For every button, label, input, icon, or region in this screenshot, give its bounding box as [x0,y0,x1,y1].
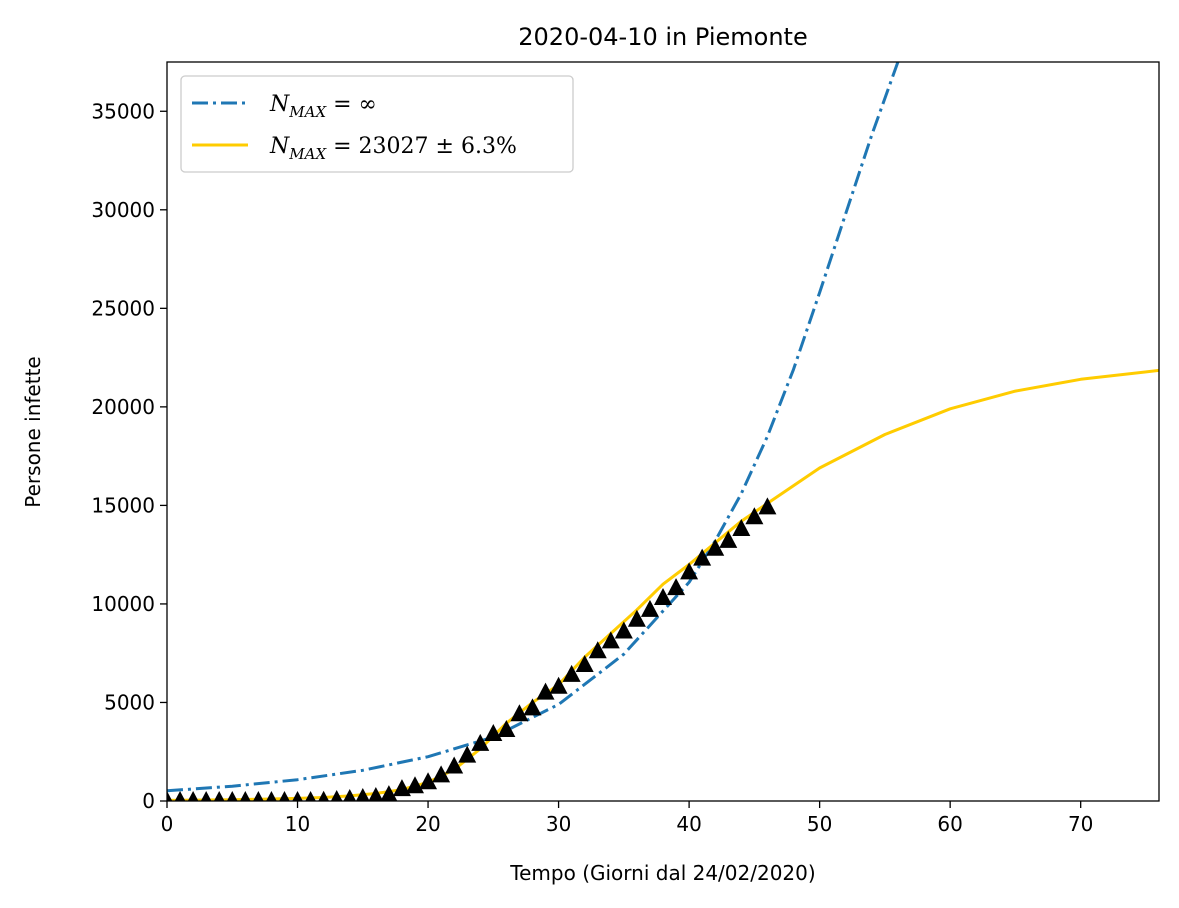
x-tick-label: 40 [676,812,701,836]
x-tick-label: 70 [1068,812,1093,836]
x-tick-label: 0 [161,812,174,836]
data-point-observed [536,682,555,700]
data-point-observed [380,785,398,801]
data-point-observed [432,765,451,783]
legend-subscript: MAX [288,145,327,163]
data-point-observed [497,720,516,738]
plot-frame [166,61,1160,802]
legend-value: = ∞ [326,92,377,117]
data-point-observed [745,507,764,525]
legend: NMAX = ∞NMAX = 23027 ± 6.3% [180,75,574,173]
y-axis-label: Persone infette [21,356,45,507]
data-point-observed [484,723,503,741]
series-line-exponential [167,62,900,793]
data-point-observed [706,538,725,556]
legend-label-exponential: NMAX = ∞ [269,92,377,121]
legend-value: = 23027 ± 6.3% [326,134,517,159]
legend-subscript: MAX [288,103,327,121]
data-point-observed [523,698,542,716]
y-tick-label: 25000 [91,296,155,320]
data-point-observed [680,562,699,580]
x-axis-label: Tempo (Giorni dal 24/02/2020) [509,861,815,885]
y-tick-label: 0 [142,789,155,813]
x-axis: 0 10 20 30 40 50 60 70 [161,801,1093,836]
data-point-observed [419,772,438,790]
data-point-observed [343,789,357,801]
y-axis: 0 5000 10000 15000 20000 25000 30000 35000 [91,99,167,813]
y-tick-label: 10000 [91,592,155,616]
y-tick-label: 30000 [91,198,155,222]
data-point-observed [588,641,607,659]
data-point-observed [627,609,646,627]
data-point-observed [719,530,738,548]
y-tick-label: 35000 [91,99,155,123]
data-point-observed [253,791,264,801]
x-tick-label: 60 [937,812,962,836]
data-point-observed [732,519,751,537]
data-point-observed [445,756,464,774]
x-tick-label: 30 [546,812,571,836]
chart-title: 2020-04-10 in Piemonte [518,23,807,51]
data-point-observed [640,599,659,617]
series-layer [167,62,1159,801]
data-point-observed [392,779,411,797]
data-point-observed [187,791,199,801]
data-point-observed [266,791,277,801]
y-tick-label: 15000 [91,493,155,517]
y-tick-label: 20000 [91,395,155,419]
legend-box [180,75,574,173]
data-point-observed [601,631,620,649]
data-point-observed [292,791,303,801]
x-tick-label: 10 [285,812,310,836]
y-tick-label: 5000 [104,690,155,714]
data-point-observed [305,791,316,801]
data-point-observed [614,621,633,639]
data-point-observed [549,676,568,694]
data-point-observed [226,791,238,801]
data-point-observed [562,664,581,682]
data-point-observed [279,791,290,801]
data-point-observed [213,791,225,801]
legend-symbol: N [269,92,290,117]
legend-label-logistic: NMAX = 23027 ± 6.3% [269,134,517,163]
data-point-observed [667,578,686,596]
data-point-observed [758,497,777,515]
legend-symbol: N [269,134,290,159]
data-point-observed [654,588,672,606]
data-point-observed [318,790,330,801]
data-point-observed [575,655,594,673]
series-line-logistic [167,368,1159,801]
data-point-observed [167,791,173,801]
data-point-observed [368,787,384,801]
data-point-observed [240,791,251,801]
x-tick-label: 20 [415,812,440,836]
data-point-observed [200,791,212,801]
data-point-observed [471,733,490,751]
data-point-observed [458,745,477,763]
data-point-observed [355,788,370,801]
data-point-observed [510,704,529,722]
data-point-observed [330,790,343,801]
x-tick-label: 50 [807,812,832,836]
data-point-observed [693,548,712,566]
data-point-observed [174,791,186,801]
